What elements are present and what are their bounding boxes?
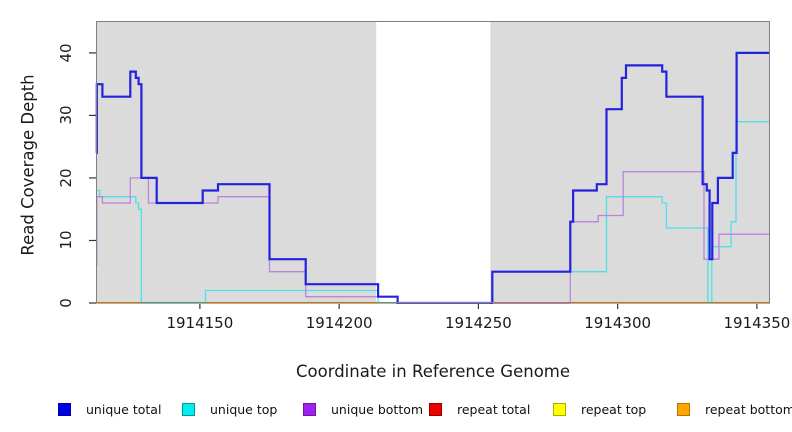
x-tick-label: 1914300 xyxy=(584,314,652,332)
legend-swatch xyxy=(303,402,316,416)
y-tick-label: 40 xyxy=(57,43,75,63)
legend-swatch xyxy=(429,402,442,416)
legend-swatch xyxy=(58,402,71,416)
y-tick-label: 10 xyxy=(57,230,75,251)
x-tick-label: 1914200 xyxy=(305,314,373,332)
y-axis-title: Read Coverage Depth xyxy=(18,74,38,256)
legend-item-repeat-total: repeat total xyxy=(429,398,530,420)
legend-item-unique-bottom: unique bottom xyxy=(303,398,423,420)
x-axis-title: Coordinate in Reference Genome xyxy=(295,362,571,381)
legend: unique total unique top unique bottom repea… xyxy=(0,398,792,422)
plot-border xyxy=(96,21,770,303)
series-line-unique-total xyxy=(95,51,770,304)
legend-label: repeat bottom xyxy=(705,401,792,417)
legend-item-repeat-top: repeat top xyxy=(553,398,646,420)
legend-label: repeat top xyxy=(581,401,647,417)
y-tick-label: 30 xyxy=(57,105,75,125)
y-tick-label: 20 xyxy=(57,168,75,188)
legend-swatch xyxy=(553,402,566,416)
x-tick-label: 1914150 xyxy=(166,314,234,332)
legend-item-repeat-bottom: repeat bottom xyxy=(677,398,792,420)
legend-label: repeat total xyxy=(457,401,531,417)
y-tick-label: 0 xyxy=(57,298,75,308)
legend-swatch xyxy=(677,402,690,416)
legend-label: unique top xyxy=(210,401,278,417)
legend-item-unique-total: unique total xyxy=(58,398,161,420)
legend-label: unique total xyxy=(86,401,162,417)
legend-label: unique bottom xyxy=(331,401,424,417)
legend-swatch xyxy=(182,402,195,416)
x-tick-label: 1914350 xyxy=(723,314,791,332)
x-tick-label: 1914250 xyxy=(444,314,512,332)
legend-item-unique-top: unique top xyxy=(182,398,277,420)
white-band xyxy=(376,21,491,303)
